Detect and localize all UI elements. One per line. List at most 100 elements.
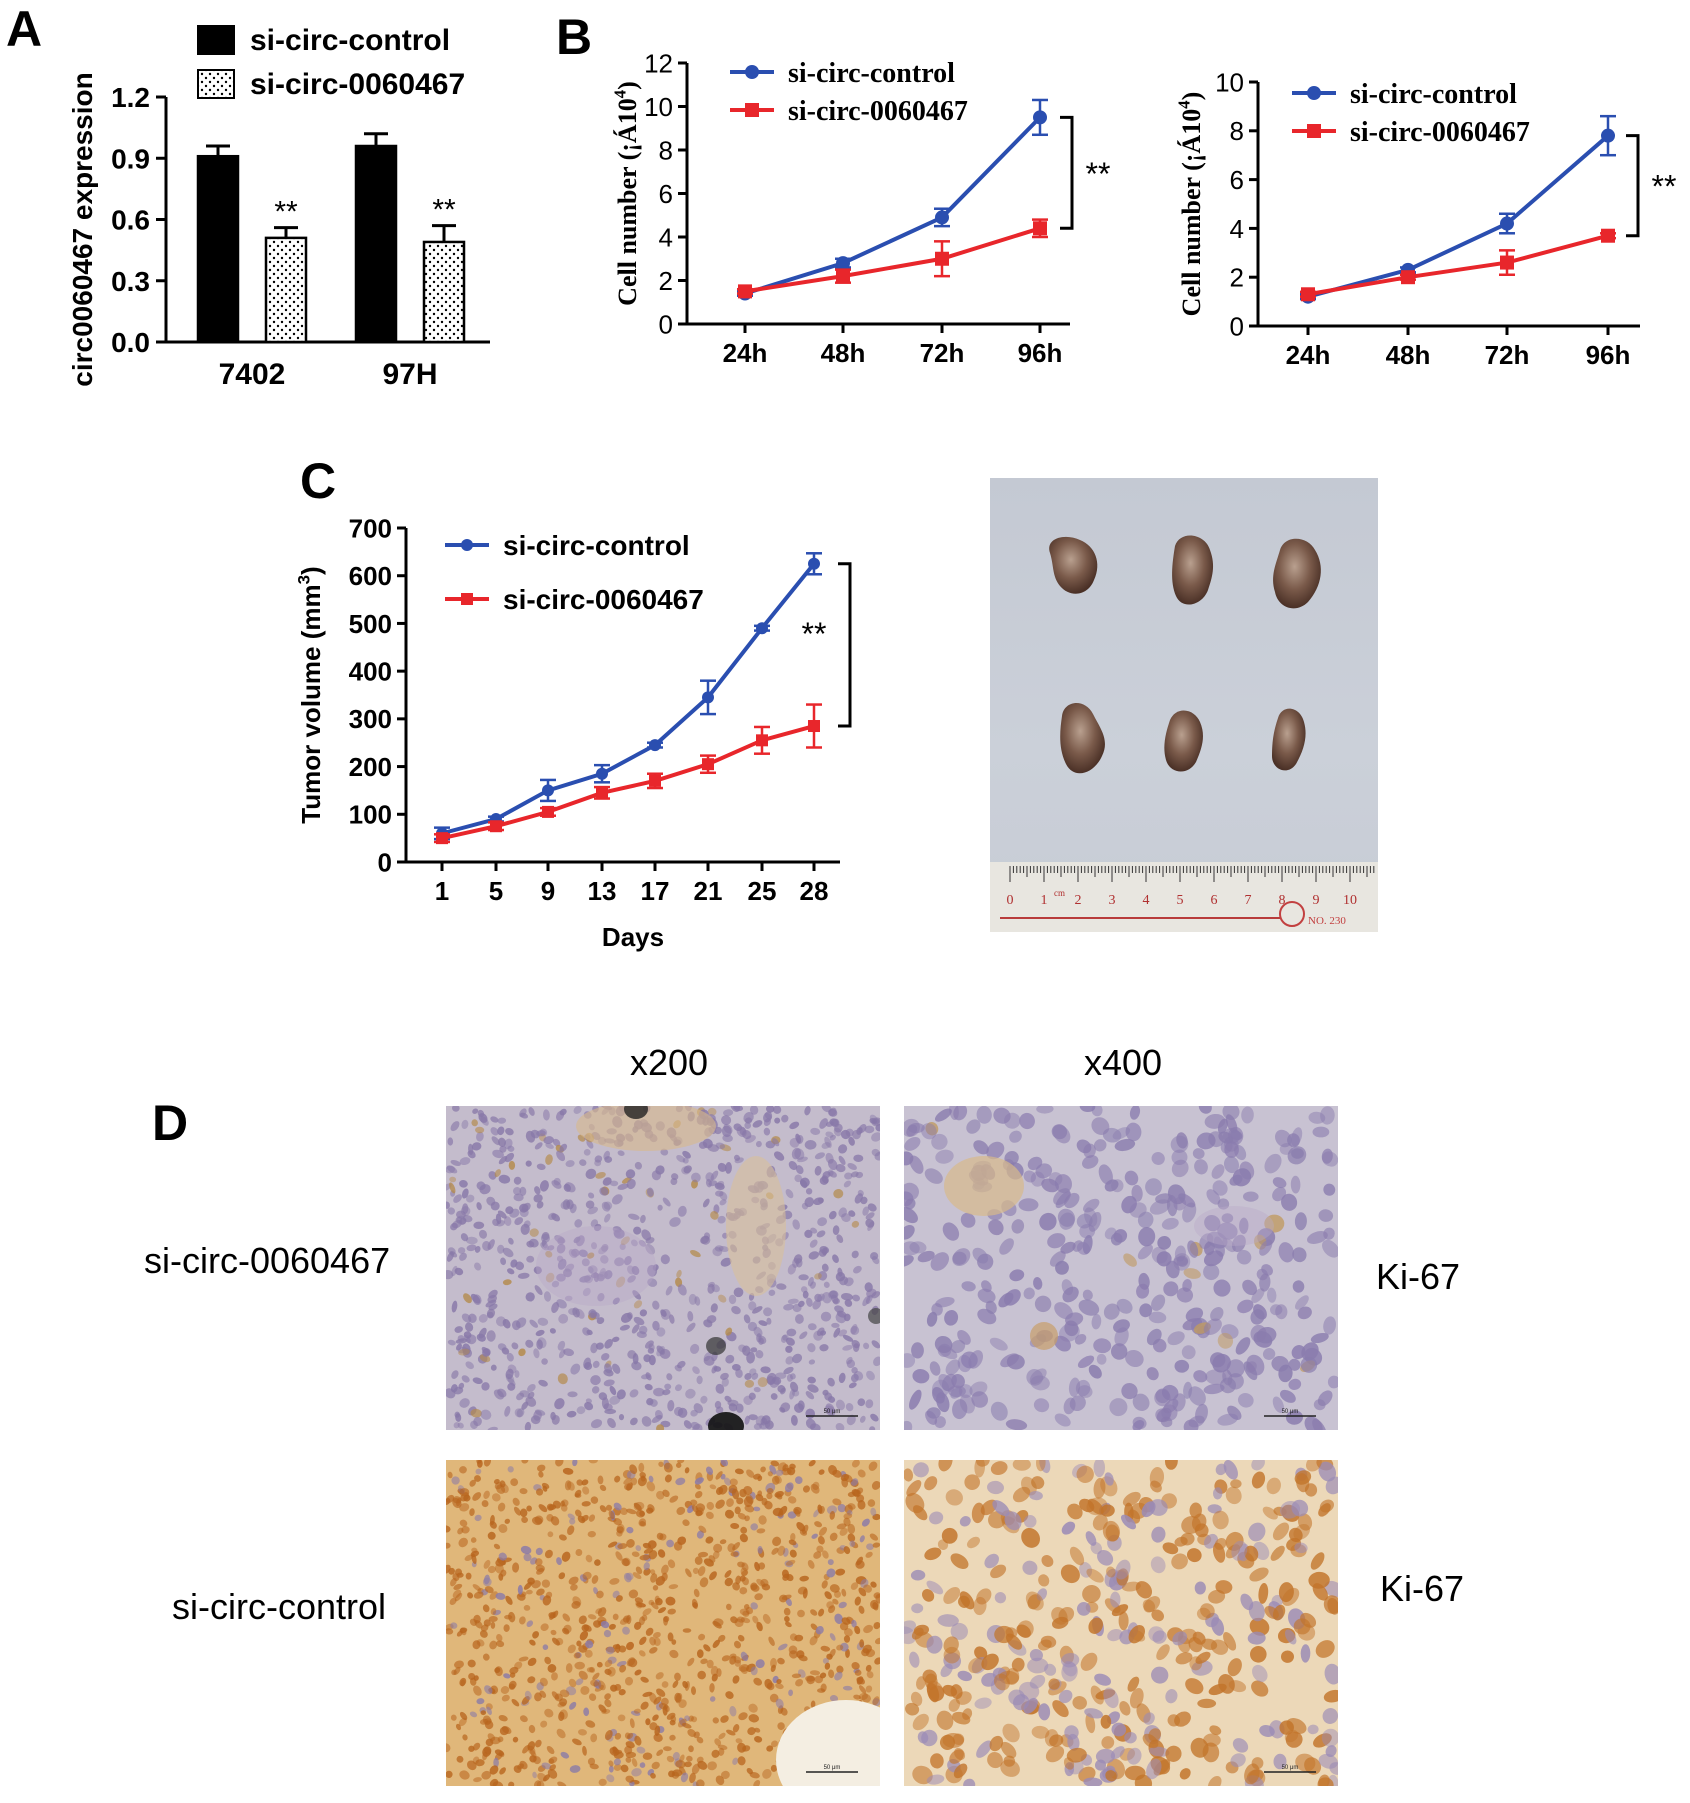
- nucleus: [1105, 1770, 1117, 1782]
- significance-mark: **: [1086, 156, 1111, 192]
- nucleus: [488, 1171, 497, 1180]
- nucleus: [917, 1731, 929, 1744]
- nucleus: [667, 1559, 676, 1569]
- nucleus: [1005, 1419, 1028, 1430]
- nucleus: [665, 1596, 676, 1606]
- nucleus: [935, 1297, 955, 1308]
- nucleus: [573, 1106, 582, 1114]
- nucleus: [609, 1578, 620, 1585]
- nucleus: [649, 1636, 657, 1646]
- nucleus: [904, 1420, 913, 1430]
- nucleus: [961, 1281, 976, 1292]
- nucleus: [792, 1389, 800, 1397]
- nucleus: [1029, 1368, 1047, 1385]
- nucleus: [795, 1258, 803, 1268]
- nucleus: [716, 1668, 722, 1677]
- nucleus: [874, 1657, 880, 1665]
- nucleus: [1054, 1174, 1072, 1194]
- nucleus: [1204, 1214, 1221, 1232]
- nucleus: [536, 1163, 546, 1170]
- nucleus: [1210, 1307, 1224, 1322]
- nucleus: [527, 1391, 535, 1400]
- nucleus: [852, 1294, 861, 1302]
- ihc-control-x400: 50 μm: [904, 1460, 1338, 1786]
- nucleus: [1199, 1233, 1214, 1249]
- nucleus: [672, 1680, 679, 1688]
- nucleus: [652, 1300, 660, 1310]
- nucleus: [781, 1114, 789, 1123]
- nucleus: [482, 1604, 490, 1613]
- nucleus: [489, 1640, 498, 1650]
- nucleus: [655, 1672, 664, 1680]
- nucleus: [1318, 1209, 1334, 1222]
- nucleus: [493, 1479, 500, 1485]
- nucleus: [474, 1245, 481, 1253]
- nucleus: [581, 1479, 589, 1486]
- nucleus: [446, 1165, 456, 1174]
- nucleus: [990, 1461, 1008, 1475]
- nucleus: [637, 1476, 647, 1487]
- nucleus: [462, 1348, 473, 1358]
- nucleus: [828, 1605, 836, 1614]
- y-axis-label: circ0060467 expression: [67, 72, 98, 386]
- nucleus: [766, 1682, 775, 1691]
- nucleus: [924, 1547, 942, 1561]
- nucleus: [587, 1614, 597, 1620]
- nucleus: [957, 1354, 972, 1373]
- nucleus: [1076, 1602, 1091, 1616]
- nucleus: [1304, 1757, 1322, 1775]
- legend-marker: [1307, 86, 1321, 100]
- nucleus: [591, 1575, 599, 1584]
- nucleus: [702, 1198, 710, 1208]
- nucleus: [1237, 1299, 1254, 1314]
- y-tick-label: 6: [659, 179, 673, 209]
- nucleus: [604, 1730, 613, 1741]
- nucleus: [504, 1216, 512, 1226]
- nucleus: [804, 1139, 817, 1150]
- series-line-knockdown: [744, 226, 1041, 294]
- nucleus: [1165, 1745, 1182, 1762]
- nucleus: [1215, 1463, 1227, 1476]
- nucleus: [474, 1475, 481, 1482]
- nucleus: [871, 1291, 880, 1299]
- nucleus: [1286, 1718, 1307, 1734]
- nucleus: [851, 1619, 857, 1628]
- panel-label-a: A: [6, 1, 43, 57]
- nucleus: [562, 1199, 571, 1210]
- nucleus: [732, 1582, 740, 1591]
- nucleus: [718, 1484, 728, 1495]
- nucleus: [604, 1693, 611, 1700]
- nucleus: [622, 1626, 630, 1635]
- nucleus: [1091, 1117, 1110, 1135]
- nucleus: [450, 1121, 460, 1132]
- nucleus: [590, 1342, 598, 1354]
- nucleus: [646, 1481, 656, 1492]
- nucleus: [1132, 1419, 1145, 1430]
- legend-label: si-circ-0060467: [503, 584, 704, 615]
- y-tick-label: 100: [349, 800, 392, 830]
- y-tick-label: 0: [659, 309, 673, 339]
- nucleus: [729, 1705, 737, 1717]
- nucleus: [489, 1765, 499, 1775]
- nucleus: [666, 1539, 674, 1548]
- nucleus: [556, 1557, 562, 1566]
- nucleus: [461, 1375, 470, 1383]
- nucleus: [1110, 1343, 1128, 1360]
- nucleus: [750, 1523, 758, 1531]
- nucleus: [729, 1653, 737, 1659]
- nucleus: [648, 1354, 656, 1366]
- nucleus: [770, 1460, 780, 1467]
- legend-label: si-circ-0060467: [788, 96, 968, 127]
- x-tick-label: 48h: [1386, 340, 1431, 370]
- nucleus: [837, 1329, 848, 1337]
- nucleus: [529, 1228, 539, 1237]
- x-axis-label: Days: [602, 922, 664, 952]
- nucleus: [1225, 1486, 1242, 1505]
- nucleus: [497, 1244, 505, 1254]
- nucleus: [719, 1199, 727, 1206]
- legend-label: si-circ-control: [1350, 79, 1517, 110]
- nucleus: [751, 1372, 759, 1380]
- nucleus: [852, 1489, 861, 1498]
- nucleus: [1244, 1545, 1259, 1562]
- nucleus: [1151, 1666, 1169, 1684]
